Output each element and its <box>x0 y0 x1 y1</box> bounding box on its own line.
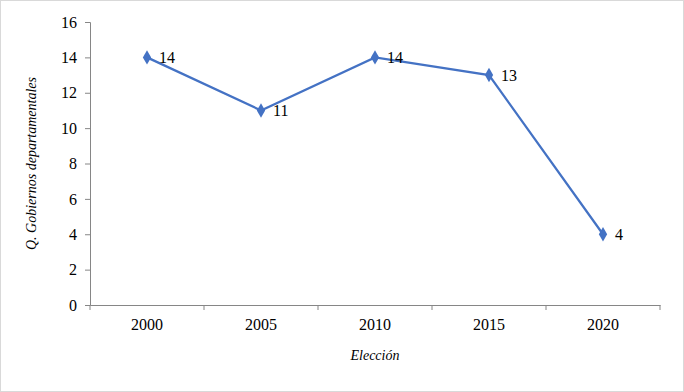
y-tick-label: 14 <box>61 49 77 66</box>
x-tick-label: 2020 <box>587 316 619 333</box>
y-tick: 10 <box>61 120 90 137</box>
x-tick-label: 2010 <box>359 316 391 333</box>
chart-frame <box>1 1 684 392</box>
x-tick: 2015 <box>473 316 505 333</box>
y-tick-label: 2 <box>69 261 77 278</box>
y-tick: 4 <box>69 226 90 243</box>
x-separator <box>546 305 547 310</box>
x-tick-label: 2005 <box>245 316 277 333</box>
marker <box>371 50 379 64</box>
y-tick-mark <box>85 199 90 200</box>
chart: 0246810121416200020052010201520201411141… <box>0 0 684 392</box>
y-tick-label: 0 <box>69 297 77 314</box>
y-tick-mark <box>85 270 90 271</box>
x-axis-title: Elección <box>350 348 400 363</box>
y-tick: 12 <box>61 84 90 101</box>
x-tick: 2000 <box>131 316 163 333</box>
x-tick: 2005 <box>245 316 277 333</box>
x-separator <box>90 305 91 310</box>
marker <box>485 68 493 82</box>
x-separator <box>660 305 661 310</box>
x-separators <box>90 305 660 310</box>
x-separator <box>204 305 205 310</box>
y-tick-mark <box>85 128 90 129</box>
y-tick-mark <box>85 305 90 306</box>
data-label: 13 <box>501 67 517 84</box>
data-label: 14 <box>159 49 175 66</box>
y-tick-mark <box>85 234 90 235</box>
y-tick-label: 16 <box>61 14 77 31</box>
y-tick: 2 <box>69 261 90 278</box>
y-tick-mark <box>85 93 90 94</box>
data-labels: 14 11 14 13 4 <box>159 49 623 243</box>
x-separator <box>432 305 433 310</box>
x-tick: 2010 <box>359 316 391 333</box>
data-label: 14 <box>387 49 403 66</box>
y-tick: 16 <box>61 14 90 31</box>
y-tick-label: 10 <box>61 120 77 137</box>
x-tick: 2020 <box>587 316 619 333</box>
y-tick-label: 6 <box>69 190 77 207</box>
x-axis: 2000 2005 2010 2015 2020 <box>90 305 661 333</box>
marker <box>143 50 151 64</box>
y-axis-line <box>85 23 91 306</box>
series <box>143 50 607 241</box>
x-axis-line <box>91 305 661 306</box>
line <box>147 57 603 234</box>
y-tick-mark <box>85 22 90 23</box>
data-label: 4 <box>615 226 623 243</box>
marker <box>257 103 265 117</box>
x-separator <box>318 305 319 310</box>
y-tick: 6 <box>69 190 90 207</box>
plot-area: 0246810121416200020052010201520201411141… <box>61 14 661 334</box>
y-tick: 0 <box>69 297 90 314</box>
y-axis-title: Q. Gobiernos departamentales <box>24 76 39 250</box>
data-label: 11 <box>273 102 288 119</box>
y-tick-mark <box>85 164 90 165</box>
marker <box>599 227 607 241</box>
x-tick-label: 2000 <box>131 316 163 333</box>
y-tick-label: 8 <box>69 155 77 172</box>
x-tick-label: 2015 <box>473 316 505 333</box>
y-tick: 14 <box>61 49 90 66</box>
y-tick-label: 12 <box>61 84 77 101</box>
y-tick-label: 4 <box>69 226 77 243</box>
y-tick-mark <box>85 57 90 58</box>
y-tick: 8 <box>69 155 90 172</box>
y-axis: 0 2 4 6 8 10 12 14 16 <box>61 14 91 314</box>
